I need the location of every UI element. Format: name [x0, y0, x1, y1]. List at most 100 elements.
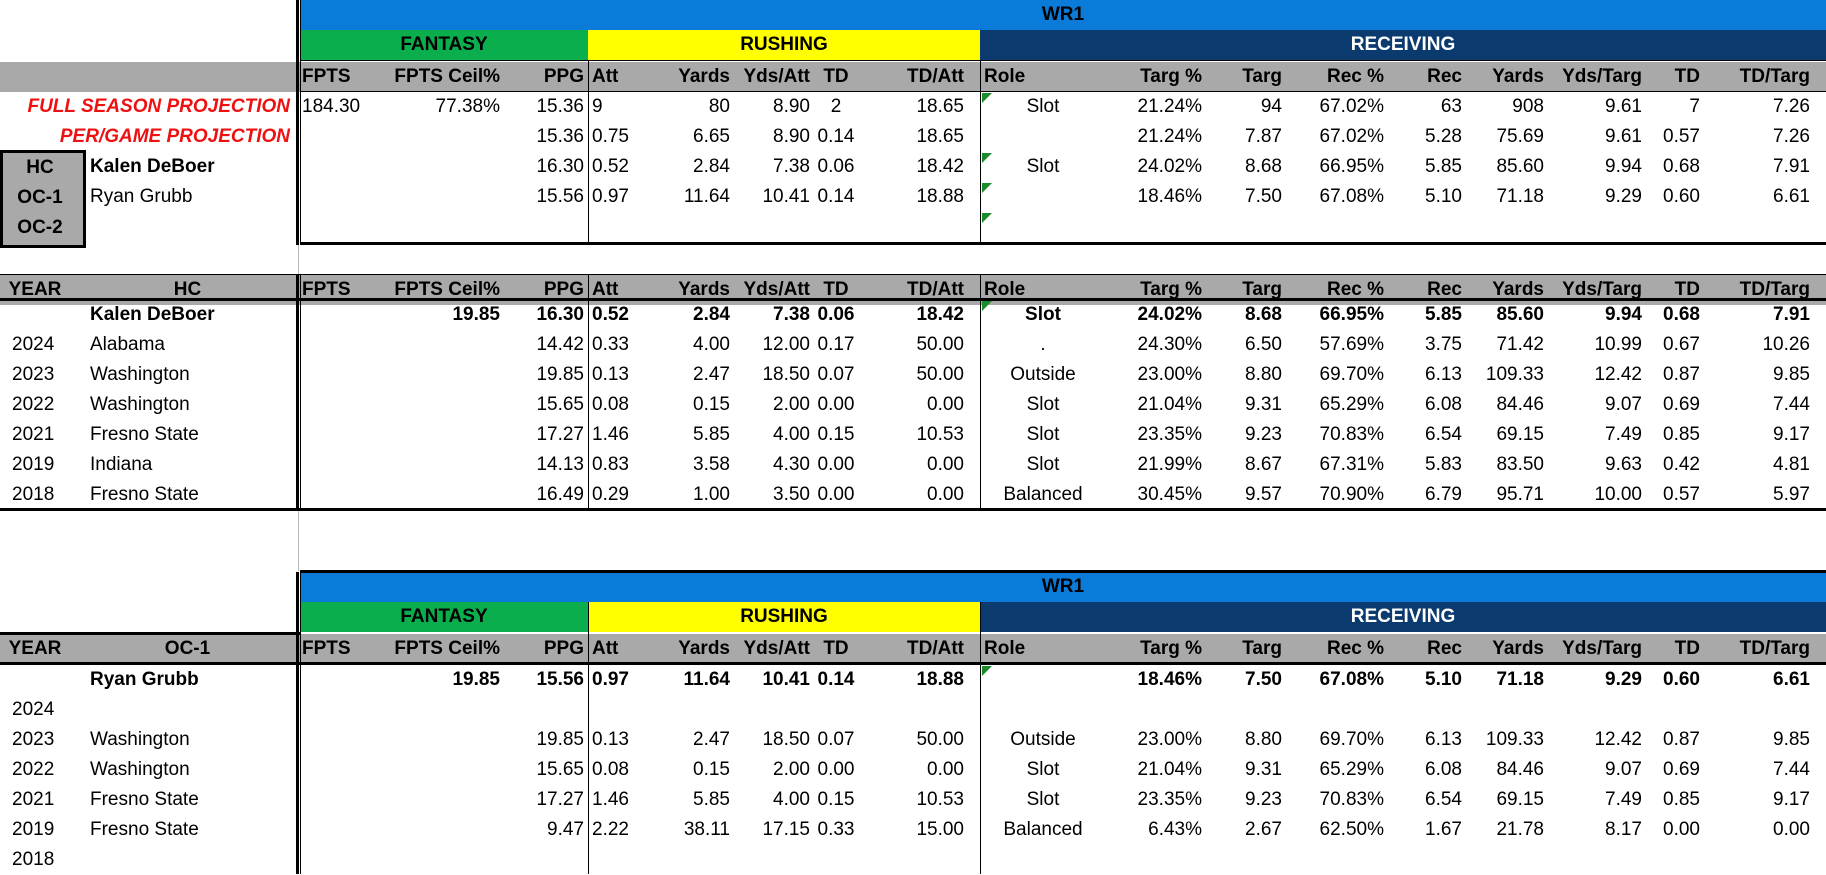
value-cell: 9.07	[1605, 394, 1642, 415]
value-cell: Slot	[1026, 759, 1060, 780]
column-header: Role	[984, 279, 1026, 300]
value-cell	[1384, 212, 1462, 242]
value-cell: 10.41	[762, 669, 810, 690]
column-header: Role	[984, 638, 1026, 659]
value-cell: 10.00	[1594, 484, 1642, 505]
value-cell: 15.00	[916, 819, 964, 840]
value-cell: Slot	[1026, 156, 1060, 177]
value-cell	[392, 152, 500, 182]
value-cell	[1384, 845, 1462, 875]
value-cell	[810, 212, 862, 242]
value-cell: 2.00	[773, 759, 810, 780]
value-cell	[1098, 212, 1202, 242]
year-header: YEAR	[8, 279, 62, 300]
divider	[298, 245, 299, 275]
value-cell: 8.80	[1245, 729, 1282, 750]
value-cell	[302, 785, 392, 815]
value-cell: 21.78	[1496, 819, 1544, 840]
wr1-header: WR1	[300, 0, 1826, 30]
value-cell: 95.71	[1496, 484, 1544, 505]
value-cell	[302, 480, 392, 510]
year-cell: 2024	[12, 699, 55, 720]
value-cell	[302, 815, 392, 845]
value-cell: 0.17	[817, 334, 855, 355]
column-header: TD/Targ	[1739, 638, 1810, 659]
column-header: TD/Att	[907, 279, 964, 300]
value-cell: 9	[592, 96, 603, 117]
value-cell	[662, 845, 730, 875]
value-cell	[1642, 695, 1700, 725]
coach-header: HC	[173, 279, 202, 300]
value-cell: 6.50	[1245, 334, 1282, 355]
value-cell: 7	[1689, 96, 1700, 117]
value-cell: 7.44	[1773, 394, 1810, 415]
border-line	[300, 0, 301, 245]
value-cell: 23.00%	[1137, 364, 1202, 385]
value-cell: 7.38	[773, 304, 810, 325]
value-cell: 2.47	[693, 364, 730, 385]
value-cell	[302, 755, 392, 785]
value-cell: 5.85	[1425, 304, 1462, 325]
school-cell: Washington	[90, 364, 190, 385]
value-cell: 21.99%	[1137, 454, 1202, 475]
value-cell: 11.64	[683, 186, 730, 207]
year-cell: 2023	[12, 729, 55, 750]
value-cell: 9.23	[1245, 789, 1282, 810]
value-cell: 0.00	[817, 394, 855, 415]
value-cell: 4.00	[773, 424, 810, 445]
value-cell: 65.29%	[1319, 759, 1384, 780]
oc-summary-name: Ryan Grubb	[90, 669, 199, 690]
value-cell: 9.85	[1773, 364, 1810, 385]
divider	[298, 511, 299, 571]
value-cell	[392, 122, 500, 152]
value-cell: 6.13	[1425, 364, 1462, 385]
column-header: Yds/Targ	[1562, 638, 1642, 659]
value-cell: 7.49	[1605, 424, 1642, 445]
value-cell: 1.46	[592, 789, 629, 810]
column-header: Targ	[1242, 638, 1282, 659]
value-cell	[988, 122, 1098, 152]
border-line	[980, 275, 981, 511]
value-cell: 0.52	[592, 156, 629, 177]
school-cell	[90, 845, 290, 875]
value-cell: 69.15	[1496, 424, 1544, 445]
value-cell: 85.60	[1496, 304, 1544, 325]
value-cell: 69.70%	[1319, 364, 1384, 385]
value-cell: 70.83%	[1319, 424, 1384, 445]
value-cell: 38.11	[683, 819, 730, 840]
value-cell: 75.69	[1496, 126, 1544, 147]
value-cell: 70.90%	[1319, 484, 1384, 505]
value-cell: Outside	[1010, 729, 1076, 750]
value-cell	[1462, 695, 1544, 725]
school-cell: Washington	[90, 394, 190, 415]
border-line	[300, 91, 1826, 92]
value-cell: 30.45%	[1137, 484, 1202, 505]
value-cell: .	[1040, 334, 1046, 355]
value-cell: 0.14	[817, 186, 855, 207]
value-cell: 7.26	[1773, 96, 1810, 117]
column-header: TD	[823, 638, 849, 659]
value-cell: 23.35%	[1137, 424, 1202, 445]
value-cell: Slot	[1025, 304, 1061, 325]
value-cell: 11.64	[683, 669, 731, 690]
border-line	[980, 602, 981, 874]
fantasy-header: FANTASY	[300, 30, 588, 60]
receiving-header: RECEIVING	[980, 30, 1826, 60]
value-cell: 0.69	[1663, 759, 1700, 780]
value-cell: 6.79	[1425, 484, 1462, 505]
school-cell: Washington	[90, 729, 190, 750]
value-cell	[392, 390, 500, 420]
value-cell: 3.50	[773, 484, 810, 505]
value-cell	[302, 330, 392, 360]
comment-marker-icon	[982, 666, 992, 676]
value-cell	[662, 212, 730, 242]
value-cell: 0.85	[1663, 424, 1700, 445]
column-header: Att	[592, 638, 619, 659]
value-cell: 15.65	[536, 394, 584, 415]
value-cell: 18.46%	[1137, 186, 1202, 207]
value-cell: 0.00	[927, 759, 964, 780]
value-cell: 0.57	[1663, 484, 1700, 505]
column-header: TD	[1674, 66, 1700, 87]
value-cell: 18.42	[916, 304, 964, 325]
value-cell: 18.65	[916, 126, 964, 147]
